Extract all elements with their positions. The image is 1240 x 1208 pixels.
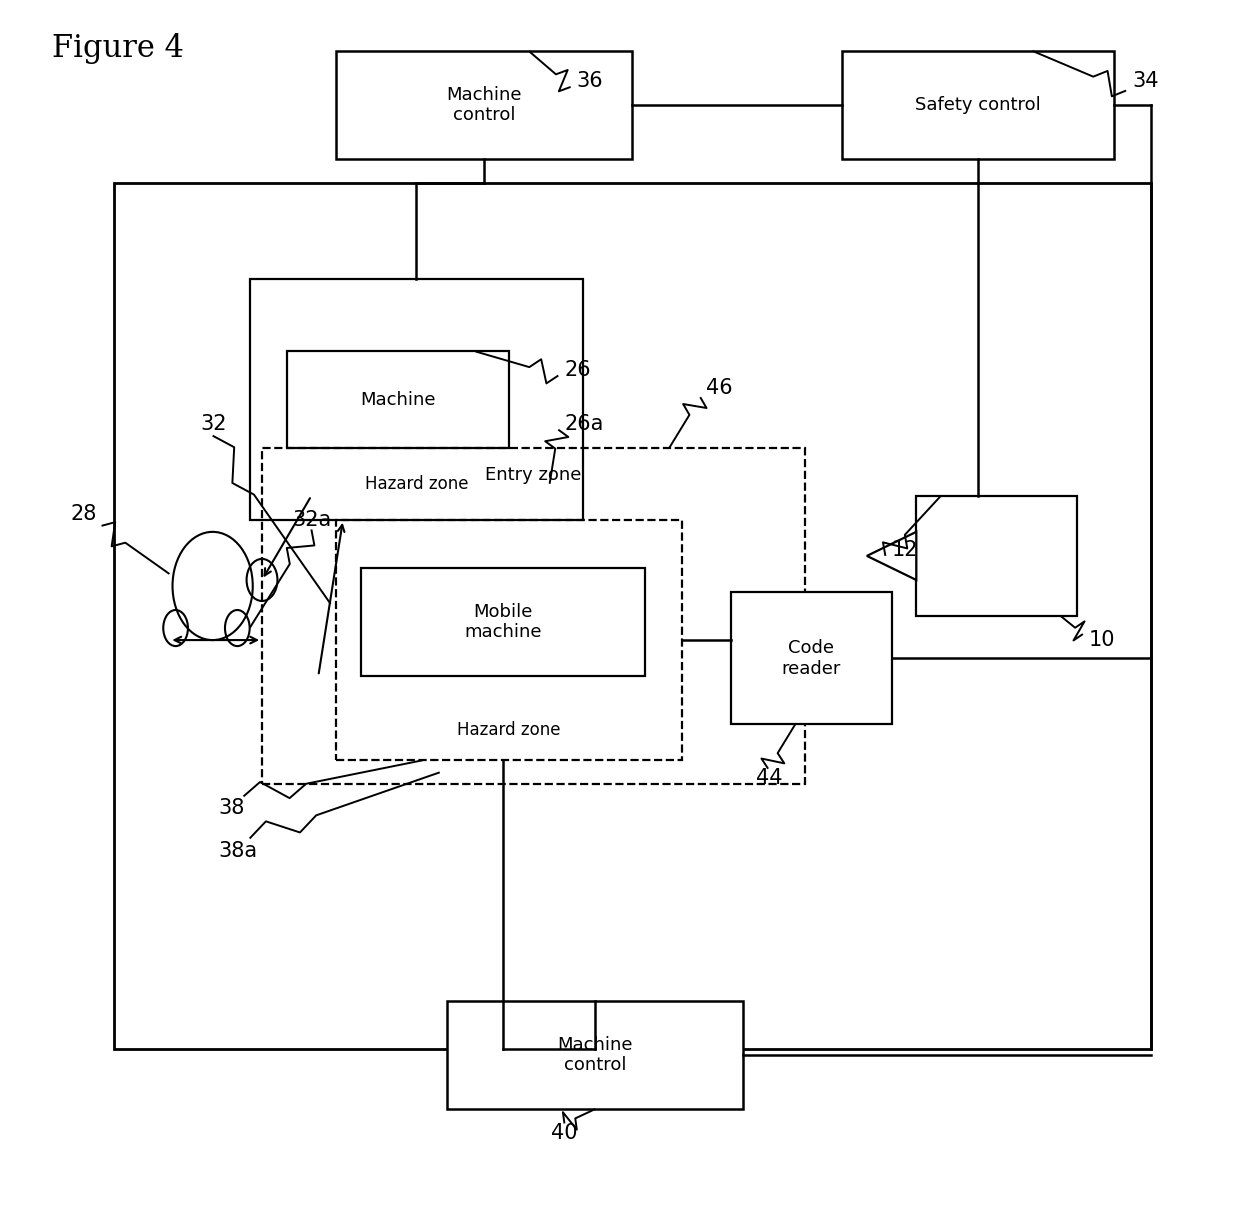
Bar bbox=[336, 519, 682, 760]
Text: 28: 28 bbox=[71, 504, 97, 524]
Bar bbox=[114, 184, 1151, 1049]
Bar bbox=[448, 1000, 744, 1109]
Bar bbox=[286, 352, 508, 448]
Text: Safety control: Safety control bbox=[915, 95, 1040, 114]
Text: 32: 32 bbox=[201, 413, 227, 434]
Text: 26: 26 bbox=[564, 360, 591, 379]
Text: 44: 44 bbox=[756, 768, 782, 789]
Text: 26a: 26a bbox=[564, 413, 604, 434]
Text: Entry zone: Entry zone bbox=[485, 466, 582, 483]
Text: Hazard zone: Hazard zone bbox=[365, 476, 467, 493]
Bar bbox=[732, 592, 892, 725]
Bar bbox=[262, 448, 805, 784]
Text: 12: 12 bbox=[892, 540, 918, 559]
Bar bbox=[249, 279, 583, 519]
Text: Machine: Machine bbox=[360, 390, 435, 408]
Polygon shape bbox=[867, 532, 916, 580]
Text: Hazard zone: Hazard zone bbox=[458, 721, 560, 738]
Text: 10: 10 bbox=[1089, 631, 1116, 650]
Bar bbox=[361, 568, 645, 676]
Text: Mobile
machine: Mobile machine bbox=[464, 603, 542, 641]
Text: Figure 4: Figure 4 bbox=[52, 33, 184, 64]
Text: Code
reader: Code reader bbox=[781, 639, 841, 678]
Text: 38: 38 bbox=[218, 798, 246, 818]
Text: Machine
control: Machine control bbox=[558, 1035, 634, 1074]
Text: Machine
control: Machine control bbox=[446, 86, 522, 124]
Bar bbox=[842, 51, 1114, 159]
Bar bbox=[916, 495, 1076, 616]
Text: 40: 40 bbox=[552, 1123, 578, 1143]
Text: 38a: 38a bbox=[218, 841, 258, 860]
Text: 46: 46 bbox=[707, 378, 733, 397]
Bar bbox=[336, 51, 632, 159]
Text: 32a: 32a bbox=[293, 510, 332, 530]
Text: 36: 36 bbox=[577, 71, 604, 91]
Text: 34: 34 bbox=[1132, 71, 1159, 91]
